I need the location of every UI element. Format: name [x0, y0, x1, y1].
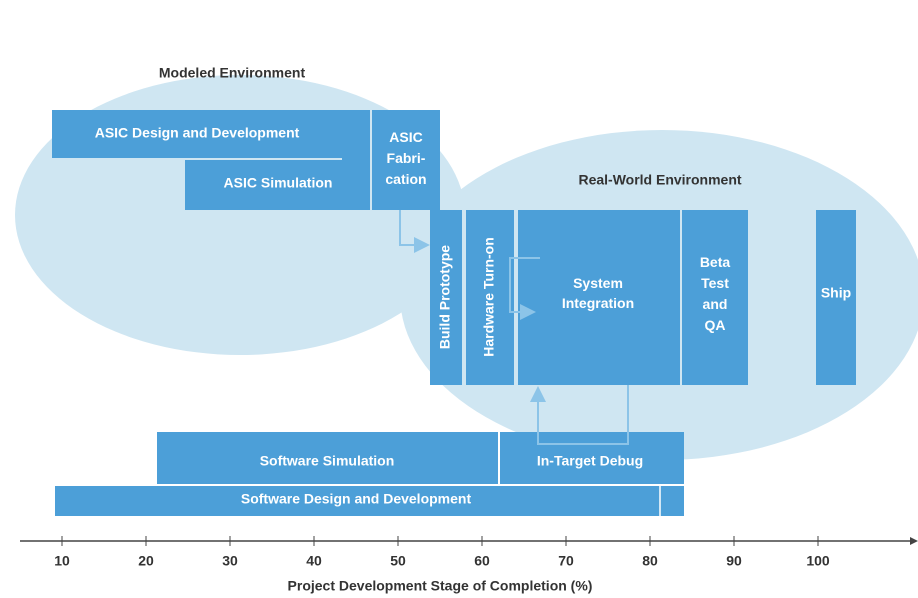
box [466, 210, 514, 385]
tick-label: 90 [726, 553, 742, 569]
box-label: Beta Test and QA [700, 254, 731, 333]
line: Beta [700, 254, 731, 270]
arrow [399, 210, 430, 253]
axis-label: Project Development Stage of Completion … [288, 578, 593, 594]
box [500, 432, 684, 484]
tick-label: 80 [642, 553, 658, 569]
box [52, 110, 342, 158]
box-label: ASIC Design and Development [95, 125, 300, 141]
line: and [703, 296, 728, 312]
box-label: ASIC Fabri-cation [385, 129, 426, 187]
line: cation [385, 171, 426, 187]
box-label: Hardware Turn-on [481, 237, 497, 357]
box [55, 486, 684, 516]
box-label: Ship [821, 285, 851, 301]
box-label: Software Design and Development [241, 491, 472, 507]
arrow [509, 257, 540, 320]
box-label: Software Simulation [260, 453, 395, 469]
line: Fabri- [387, 150, 426, 166]
ticks: 10 20 30 40 50 60 70 80 90 100 [54, 536, 830, 569]
box [185, 160, 370, 210]
tick-label: 10 [54, 553, 70, 569]
region-label: Real-World Environment [578, 172, 741, 188]
box [816, 210, 856, 385]
tick-label: 60 [474, 553, 490, 569]
box [157, 432, 498, 484]
tick-label: 30 [222, 553, 238, 569]
line: ASIC [389, 129, 422, 145]
tick-label: 70 [558, 553, 574, 569]
line: Test [701, 275, 729, 291]
line: Integration [562, 295, 634, 311]
tick-label: 40 [306, 553, 322, 569]
axis-arrow [910, 537, 918, 545]
tick-label: 100 [806, 553, 830, 569]
line: System [573, 275, 623, 291]
tick-label: 50 [390, 553, 406, 569]
box-label: ASIC Simulation [224, 175, 333, 191]
box [372, 110, 440, 210]
tick-label: 20 [138, 553, 154, 569]
box-label: System Integration [562, 275, 634, 311]
line: QA [705, 317, 726, 333]
region-label: Modeled Environment [159, 65, 306, 81]
arrow [530, 385, 629, 445]
box-label: In-Target Debug [537, 453, 643, 469]
box [430, 210, 462, 385]
box-label: Build Prototype [437, 245, 453, 349]
box [682, 210, 748, 385]
box [518, 210, 680, 385]
